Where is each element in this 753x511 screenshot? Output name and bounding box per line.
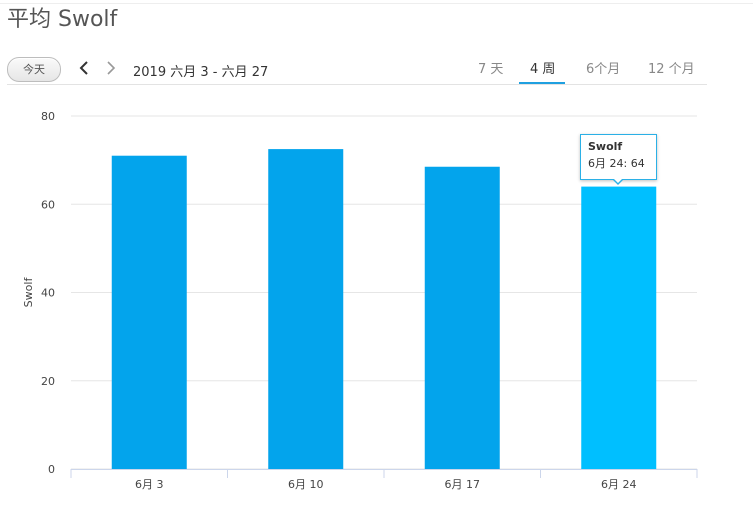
- today-button[interactable]: 今天: [7, 57, 61, 82]
- tab-12-months[interactable]: 12 个月: [648, 62, 695, 77]
- active-tab-indicator: [519, 82, 565, 84]
- bar: [424, 166, 500, 469]
- tab-4-weeks[interactable]: 4 周: [530, 62, 556, 77]
- date-range-label: 2019 六月 3 - 六月 27: [133, 65, 269, 80]
- y-tick-label: 0: [48, 463, 55, 476]
- bar: [581, 186, 657, 469]
- chart-toolbar: 今天 2019 六月 3 - 六月 27 7 天 4 周 6个月 12 个月: [0, 52, 710, 86]
- y-tick-label: 40: [41, 287, 55, 300]
- page-title: 平均 Swolf: [7, 7, 118, 32]
- y-tick-label: 60: [41, 198, 55, 211]
- x-tick-label: 6月 10: [288, 478, 324, 491]
- y-tick-label: 20: [41, 375, 55, 388]
- bar: [111, 155, 187, 469]
- tab-6-months[interactable]: 6个月: [586, 62, 621, 77]
- tooltip-title: Swolf: [588, 140, 623, 153]
- tooltip-value: 6月 24: 64: [588, 157, 645, 170]
- toolbar-divider: [7, 84, 707, 85]
- y-axis-label: Swolf: [22, 277, 35, 308]
- y-tick-label: 80: [41, 110, 55, 123]
- bar: [268, 149, 344, 469]
- chevron-left-icon[interactable]: [78, 60, 90, 76]
- tab-7-days[interactable]: 7 天: [478, 62, 504, 77]
- x-tick-label: 6月 3: [135, 478, 164, 491]
- chevron-right-icon[interactable]: [105, 60, 117, 76]
- chart-tooltip: Swolf 6月 24: 64: [580, 134, 657, 180]
- top-divider: [0, 3, 753, 4]
- tooltip-caret-inner: [613, 178, 623, 183]
- x-tick-label: 6月 17: [445, 478, 481, 491]
- x-tick-label: 6月 24: [601, 478, 637, 491]
